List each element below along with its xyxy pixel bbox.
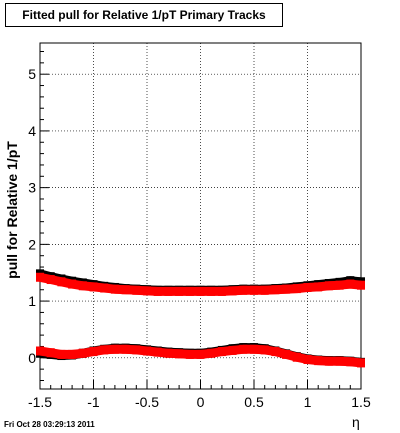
data-point <box>196 286 205 296</box>
data-series <box>36 269 365 368</box>
data-point <box>207 348 216 358</box>
x-tick-label: -1 <box>87 394 100 410</box>
x-tick-label: -1.5 <box>28 394 52 410</box>
data-point <box>164 286 173 296</box>
data-point <box>143 346 151 356</box>
data-point <box>292 284 301 294</box>
data-point <box>346 357 355 367</box>
data-point <box>89 347 98 357</box>
data-point <box>228 345 237 355</box>
y-tick-label: 4 <box>28 123 36 139</box>
data-point <box>303 355 312 365</box>
data-point <box>228 286 237 296</box>
data-point <box>36 346 44 356</box>
data-point <box>282 284 291 294</box>
data-point <box>78 281 87 291</box>
data-point <box>185 349 194 359</box>
y-tick-label: 2 <box>28 236 36 252</box>
data-point <box>324 356 333 366</box>
chart-title: Fitted pull for Relative 1/pT Primary Tr… <box>22 8 266 22</box>
data-point <box>36 272 44 282</box>
x-tick-label: 1 <box>304 394 312 410</box>
data-point <box>250 344 258 354</box>
y-tick-label: 5 <box>28 66 36 82</box>
x-tick-label: 0 <box>197 394 205 410</box>
data-point <box>314 282 323 292</box>
data-point <box>121 344 130 354</box>
data-point <box>217 286 226 296</box>
data-point <box>357 358 365 368</box>
timestamp: Fri Oct 28 03:29:13 2011 <box>4 420 95 429</box>
y-tick-label: 3 <box>28 180 36 196</box>
data-point <box>175 286 184 296</box>
data-point <box>207 286 216 296</box>
x-tick-label: 0.5 <box>244 394 264 410</box>
y-tick-label: 1 <box>28 293 36 309</box>
data-point <box>335 356 344 366</box>
data-point <box>153 286 162 296</box>
data-point <box>250 285 258 295</box>
data-point <box>143 286 151 296</box>
data-point <box>196 349 205 359</box>
data-point <box>132 285 141 295</box>
tick-labels: -1.5 -1 -0.5 0 0.5 1 1.5 0 1 2 3 4 5 <box>28 66 371 410</box>
data-point <box>346 279 355 289</box>
y-tick-label: 0 <box>28 350 36 366</box>
data-point <box>89 282 98 292</box>
data-point <box>68 349 77 359</box>
data-point <box>46 275 55 285</box>
y-axis-label: pull for Relative 1/pT <box>4 141 20 279</box>
data-point <box>78 348 87 358</box>
data-point <box>314 356 323 366</box>
data-point <box>303 282 312 292</box>
data-point <box>110 344 119 354</box>
data-point <box>217 347 226 357</box>
data-point <box>292 352 301 362</box>
axis-ticks <box>39 51 362 389</box>
x-axis-label: η <box>352 414 360 430</box>
series-3 <box>36 344 365 368</box>
data-point <box>239 344 248 354</box>
data-point <box>175 349 184 359</box>
data-point <box>335 280 344 290</box>
y-axis-label-box: pull for Relative 1/pT <box>2 100 22 320</box>
data-point <box>185 286 194 296</box>
data-point <box>153 347 162 357</box>
data-point <box>121 285 130 295</box>
data-point <box>271 285 280 295</box>
x-tick-label: 1.5 <box>351 394 371 410</box>
chart-title-box: Fitted pull for Relative 1/pT Primary Tr… <box>5 3 283 27</box>
data-point <box>68 279 77 289</box>
data-point <box>164 348 173 358</box>
data-point <box>324 281 333 291</box>
data-point <box>132 345 141 355</box>
data-point <box>260 345 269 355</box>
x-tick-label: -0.5 <box>135 394 159 410</box>
data-point <box>100 345 109 355</box>
series-1 <box>36 272 365 296</box>
data-point <box>271 347 280 357</box>
data-point <box>357 280 365 290</box>
data-point <box>260 285 269 295</box>
data-point <box>46 348 55 358</box>
data-point <box>239 285 248 295</box>
data-point <box>100 283 109 293</box>
data-point <box>57 277 66 287</box>
data-point <box>57 349 66 359</box>
data-point <box>282 349 291 359</box>
grid <box>39 43 362 389</box>
data-point <box>110 284 119 294</box>
